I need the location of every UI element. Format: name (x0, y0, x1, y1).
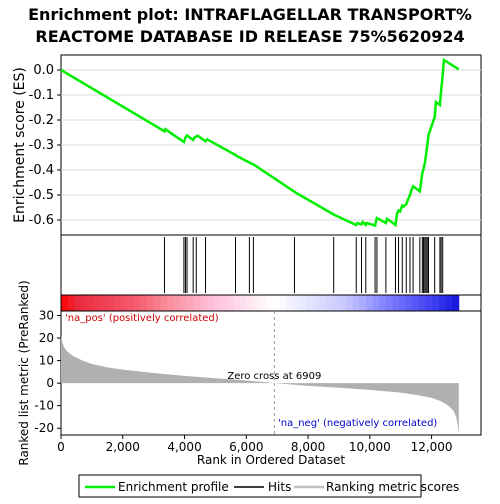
es-y-tick-label: -0.3 (29, 138, 54, 153)
color-band-segment (273, 295, 280, 311)
neg-correlated-label: 'na_neg' (negatively correlated) (278, 418, 437, 429)
pos-correlated-label: 'na_pos' (positively correlated) (65, 313, 219, 324)
legend-label-metric: Ranking metric scores (326, 480, 459, 494)
color-band-segment (399, 295, 406, 311)
color-band-segment (220, 295, 227, 311)
color-band-segment (267, 295, 274, 311)
metric-x-tick-label: 8,000 (291, 440, 325, 454)
color-band-segment (260, 295, 267, 311)
color-band-segment (207, 295, 214, 311)
es-y-tick-label: -0.4 (29, 163, 54, 178)
legend-label-hits: Hits (268, 480, 291, 494)
color-band-segment (346, 295, 353, 311)
metric-x-tick-label: 2,000 (106, 440, 140, 454)
color-band-segment (81, 295, 88, 311)
color-band-segment (406, 295, 413, 311)
color-band-segment (359, 295, 366, 311)
metric-y-tick-label: 10 (39, 354, 54, 368)
color-band-segment (141, 295, 148, 311)
color-band-segment (313, 295, 320, 311)
es-y-tick-label: -0.6 (29, 213, 54, 228)
color-band-segment (180, 295, 187, 311)
color-band-segment (68, 295, 75, 311)
es-y-tick-label: -0.1 (29, 88, 54, 103)
color-band-segment (333, 295, 340, 311)
color-band-segment (339, 295, 346, 311)
color-band-segment (286, 295, 293, 311)
color-band-segment (154, 295, 161, 311)
ranking-color-band (61, 295, 459, 311)
color-band-segment (200, 295, 207, 311)
color-band-segment (74, 295, 81, 311)
color-band-segment (412, 295, 419, 311)
metric-y-axis-label: Ranked list metric (PreRanked) (17, 280, 31, 465)
color-band-segment (293, 295, 300, 311)
metric-y-tick-label: -20 (34, 421, 54, 435)
metric-x-axis-label: Rank in Ordered Dataset (197, 453, 345, 467)
color-band-segment (426, 295, 433, 311)
color-band-segment (392, 295, 399, 311)
hits-panel-frame (61, 235, 481, 295)
color-band-segment (373, 295, 380, 311)
metric-y-tick-label: 0 (46, 376, 54, 390)
zero-cross-label: Zero cross at 6909 (227, 371, 321, 382)
color-band-segment (94, 295, 101, 311)
color-band-segment (353, 295, 360, 311)
metric-x-tick-label: 12,000 (411, 440, 453, 454)
color-band-segment (121, 295, 128, 311)
color-band-segment (88, 295, 95, 311)
metric-y-tick-label: 30 (39, 309, 54, 323)
color-band-segment (432, 295, 439, 311)
color-band-segment (213, 295, 220, 311)
color-band-segment (300, 295, 307, 311)
color-band-segment (101, 295, 108, 311)
color-band-segment (419, 295, 426, 311)
color-band-segment (446, 295, 453, 311)
es-y-axis-label: Enrichment score (ES) (12, 67, 28, 223)
color-band-segment (326, 295, 333, 311)
color-band-segment (147, 295, 154, 311)
color-band-segment (253, 295, 260, 311)
color-band-segment (134, 295, 141, 311)
metric-y-tick-label: 20 (39, 331, 54, 345)
metric-x-tick-label: 6,000 (229, 440, 263, 454)
color-band-segment (227, 295, 234, 311)
color-band-segment (452, 295, 459, 311)
color-band-segment (306, 295, 313, 311)
color-band-segment (114, 295, 121, 311)
color-band-segment (160, 295, 167, 311)
color-band-segment (167, 295, 174, 311)
es-y-tick-label: -0.5 (29, 188, 54, 203)
metric-x-tick-label: 4,000 (167, 440, 201, 454)
color-band-segment (320, 295, 327, 311)
legend-label-enrichment: Enrichment profile (118, 480, 229, 494)
color-band-segment (61, 295, 68, 311)
es-y-tick-label: -0.2 (29, 113, 54, 128)
chart-title-line1: Enrichment plot: INTRAFLAGELLAR TRANSPOR… (28, 5, 472, 24)
color-band-segment (247, 295, 254, 311)
color-band-segment (187, 295, 194, 311)
color-band-segment (233, 295, 240, 311)
color-band-segment (194, 295, 201, 311)
color-band-segment (439, 295, 446, 311)
color-band-segment (240, 295, 247, 311)
color-band-segment (107, 295, 114, 311)
color-band-segment (174, 295, 181, 311)
color-band-segment (366, 295, 373, 311)
color-band-segment (379, 295, 386, 311)
metric-x-tick-label: 10,000 (349, 440, 391, 454)
color-band-segment (386, 295, 393, 311)
color-band-segment (127, 295, 134, 311)
metric-x-tick-label: 0 (57, 440, 65, 454)
metric-y-tick-label: -10 (34, 399, 54, 413)
es-y-tick-label: 0.0 (33, 63, 54, 78)
chart-title-line2: REACTOME DATABASE ID RELEASE 75%5620924 (35, 27, 464, 46)
color-band-segment (280, 295, 287, 311)
